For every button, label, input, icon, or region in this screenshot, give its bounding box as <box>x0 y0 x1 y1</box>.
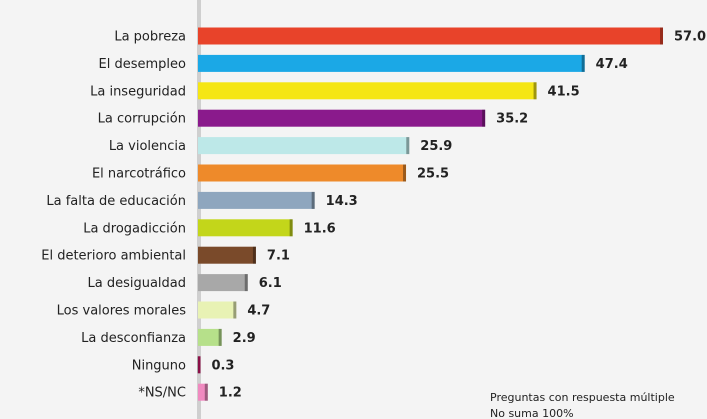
bar-edge <box>533 82 537 100</box>
value-label: 1.2 <box>219 386 242 401</box>
bar <box>198 301 237 319</box>
bar-edge <box>406 137 410 155</box>
value-label: 35.2 <box>496 112 528 127</box>
value-label: 25.9 <box>420 139 452 154</box>
note: No suma 100% <box>490 407 574 419</box>
category-label: El deterioro ambiental <box>41 249 186 264</box>
bar-edge <box>311 191 315 209</box>
value-label: 6.1 <box>259 276 282 291</box>
bar <box>198 356 201 374</box>
bar-edge <box>252 246 256 264</box>
category-label: *NS/NC <box>138 386 186 401</box>
bar <box>198 137 410 155</box>
bar-edge <box>482 109 486 127</box>
category-label: La corrupción <box>98 112 186 127</box>
category-label: La violencia <box>109 139 186 154</box>
value-label: 41.5 <box>548 84 580 99</box>
category-label: La desigualdad <box>87 276 186 291</box>
value-label: 0.3 <box>211 358 234 373</box>
category-label: El desempleo <box>99 57 187 72</box>
bar <box>198 328 222 346</box>
bar <box>198 82 537 100</box>
category-label: El narcotráfico <box>92 167 186 182</box>
bar <box>198 191 315 209</box>
bar-edge <box>197 356 201 374</box>
bar <box>198 246 256 264</box>
bar-edge <box>403 164 407 182</box>
bar-edge <box>233 301 237 319</box>
bar-edge <box>581 54 585 72</box>
bar <box>198 27 663 45</box>
category-label: La drogadicción <box>83 221 186 236</box>
bar-edge <box>204 383 208 401</box>
bar <box>198 109 486 127</box>
value-label: 25.5 <box>417 167 449 182</box>
bar <box>198 383 208 401</box>
value-label: 11.6 <box>304 221 336 236</box>
category-label: Los valores morales <box>57 304 187 319</box>
category-label: Ninguno <box>132 358 186 373</box>
category-label: La desconfianza <box>81 331 186 346</box>
bar-edge <box>244 274 248 292</box>
bar <box>198 164 407 182</box>
value-label: 7.1 <box>267 249 290 264</box>
bar <box>198 219 293 237</box>
bar-edge <box>218 328 222 346</box>
category-label: La pobreza <box>114 30 186 45</box>
value-label: 14.3 <box>326 194 358 209</box>
bar-edge <box>660 27 663 45</box>
value-label: 4.7 <box>247 304 270 319</box>
category-label: La falta de educación <box>46 194 186 209</box>
value-label: 57.0 <box>674 30 706 45</box>
value-label: 47.4 <box>596 57 628 72</box>
category-label: La inseguridad <box>90 84 186 99</box>
bar <box>198 54 585 72</box>
note: Preguntas con respuesta múltiple <box>490 391 675 404</box>
bar-edge <box>289 219 293 237</box>
bar <box>198 274 248 292</box>
value-label: 2.9 <box>233 331 256 346</box>
